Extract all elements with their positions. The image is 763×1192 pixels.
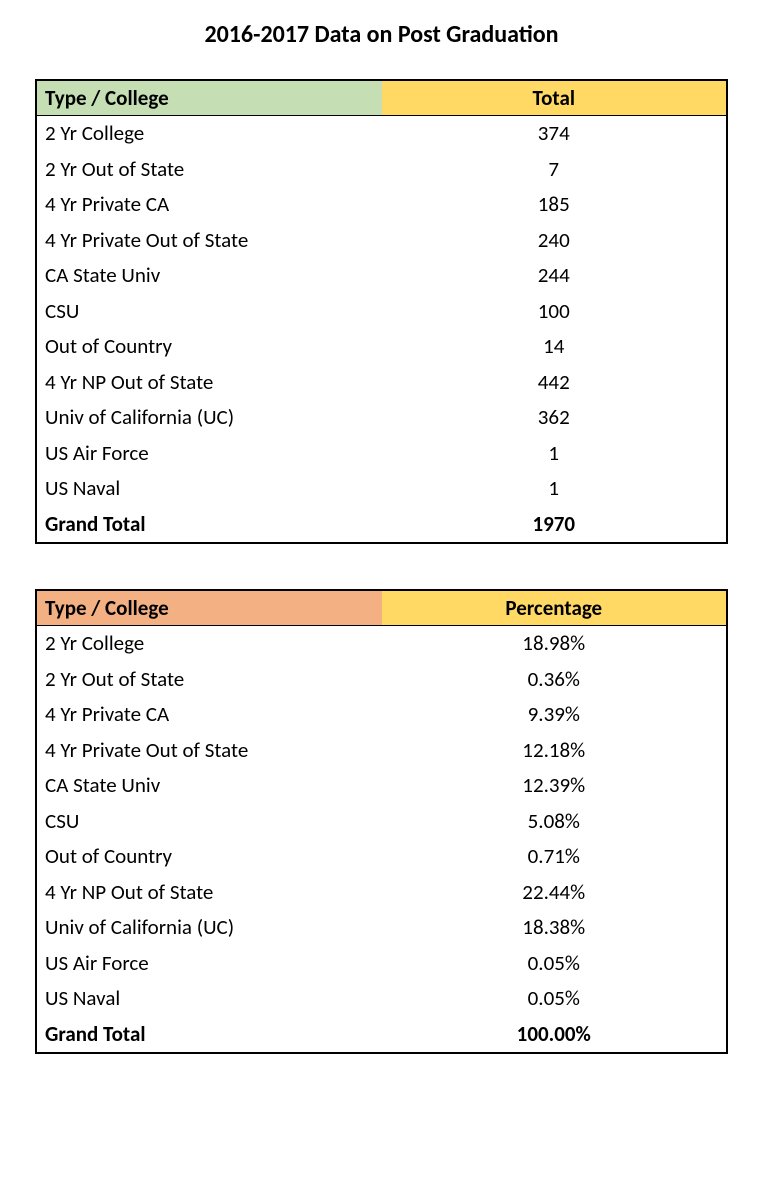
row-label: 2 Yr College xyxy=(36,626,382,662)
row-label: CA State Univ xyxy=(36,768,382,804)
row-label: 4 Yr Private Out of State xyxy=(36,733,382,769)
row-label: 2 Yr Out of State xyxy=(36,662,382,698)
table-row: 2 Yr College374 xyxy=(36,116,727,152)
row-label: 4 Yr Private CA xyxy=(36,187,382,223)
table-row: CSU5.08% xyxy=(36,804,727,840)
row-label: 4 Yr NP Out of State xyxy=(36,365,382,401)
table-row: 2 Yr Out of State0.36% xyxy=(36,662,727,698)
row-value: 0.71% xyxy=(382,839,728,875)
row-label: 2 Yr College xyxy=(36,116,382,152)
totals-table: Type / College Total 2 Yr College3742 Yr… xyxy=(35,79,728,544)
table-row: Univ of California (UC)362 xyxy=(36,400,727,436)
table-row: US Naval0.05% xyxy=(36,981,727,1017)
grand-total-value: 1970 xyxy=(382,507,728,544)
row-value: 1 xyxy=(382,436,728,472)
row-value: 12.18% xyxy=(382,733,728,769)
table2-header-value: Percentage xyxy=(382,590,728,626)
row-value: 0.05% xyxy=(382,946,728,982)
percentage-table: Type / College Percentage 2 Yr College18… xyxy=(35,589,728,1054)
row-label: US Air Force xyxy=(36,946,382,982)
table-row: 2 Yr College18.98% xyxy=(36,626,727,662)
table-row: Out of Country14 xyxy=(36,329,727,365)
row-label: 4 Yr Private CA xyxy=(36,697,382,733)
row-label: Out of Country xyxy=(36,329,382,365)
table2-body: 2 Yr College18.98%2 Yr Out of State0.36%… xyxy=(36,626,727,1054)
grand-total-row: Grand Total1970 xyxy=(36,507,727,544)
table-row: 4 Yr Private CA9.39% xyxy=(36,697,727,733)
table-row: US Air Force1 xyxy=(36,436,727,472)
table1-header-value: Total xyxy=(382,80,728,116)
page-title: 2016-2017 Data on Post Graduation xyxy=(35,20,728,49)
table2-header-label: Type / College xyxy=(36,590,382,626)
row-label: US Naval xyxy=(36,981,382,1017)
row-label: US Air Force xyxy=(36,436,382,472)
table-row: 4 Yr NP Out of State22.44% xyxy=(36,875,727,911)
table-row: 4 Yr Private Out of State240 xyxy=(36,223,727,259)
row-value: 18.98% xyxy=(382,626,728,662)
row-value: 244 xyxy=(382,258,728,294)
grand-total-label: Grand Total xyxy=(36,507,382,544)
table-row: US Naval1 xyxy=(36,471,727,507)
table-row: Out of Country0.71% xyxy=(36,839,727,875)
row-label: 4 Yr NP Out of State xyxy=(36,875,382,911)
row-value: 22.44% xyxy=(382,875,728,911)
row-label: 4 Yr Private Out of State xyxy=(36,223,382,259)
row-value: 100 xyxy=(382,294,728,330)
row-value: 12.39% xyxy=(382,768,728,804)
row-value: 5.08% xyxy=(382,804,728,840)
row-label: 2 Yr Out of State xyxy=(36,152,382,188)
table-row: CA State Univ244 xyxy=(36,258,727,294)
row-value: 0.36% xyxy=(382,662,728,698)
table-row: CA State Univ12.39% xyxy=(36,768,727,804)
row-label: CSU xyxy=(36,804,382,840)
row-label: CSU xyxy=(36,294,382,330)
table-row: 2 Yr Out of State7 xyxy=(36,152,727,188)
table-row: 4 Yr Private CA185 xyxy=(36,187,727,223)
row-value: 240 xyxy=(382,223,728,259)
row-value: 362 xyxy=(382,400,728,436)
row-value: 442 xyxy=(382,365,728,401)
row-value: 14 xyxy=(382,329,728,365)
row-label: CA State Univ xyxy=(36,258,382,294)
row-label: Univ of California (UC) xyxy=(36,400,382,436)
row-value: 1 xyxy=(382,471,728,507)
row-value: 9.39% xyxy=(382,697,728,733)
row-label: US Naval xyxy=(36,471,382,507)
row-value: 0.05% xyxy=(382,981,728,1017)
row-label: Univ of California (UC) xyxy=(36,910,382,946)
table-row: Univ of California (UC)18.38% xyxy=(36,910,727,946)
table1-body: 2 Yr College3742 Yr Out of State74 Yr Pr… xyxy=(36,116,727,544)
row-value: 18.38% xyxy=(382,910,728,946)
table-row: US Air Force0.05% xyxy=(36,946,727,982)
row-value: 374 xyxy=(382,116,728,152)
table-row: 4 Yr NP Out of State442 xyxy=(36,365,727,401)
grand-total-value: 100.00% xyxy=(382,1017,728,1054)
table-row: CSU100 xyxy=(36,294,727,330)
row-value: 7 xyxy=(382,152,728,188)
grand-total-label: Grand Total xyxy=(36,1017,382,1054)
row-label: Out of Country xyxy=(36,839,382,875)
grand-total-row: Grand Total100.00% xyxy=(36,1017,727,1054)
table-row: 4 Yr Private Out of State12.18% xyxy=(36,733,727,769)
row-value: 185 xyxy=(382,187,728,223)
table1-header-label: Type / College xyxy=(36,80,382,116)
